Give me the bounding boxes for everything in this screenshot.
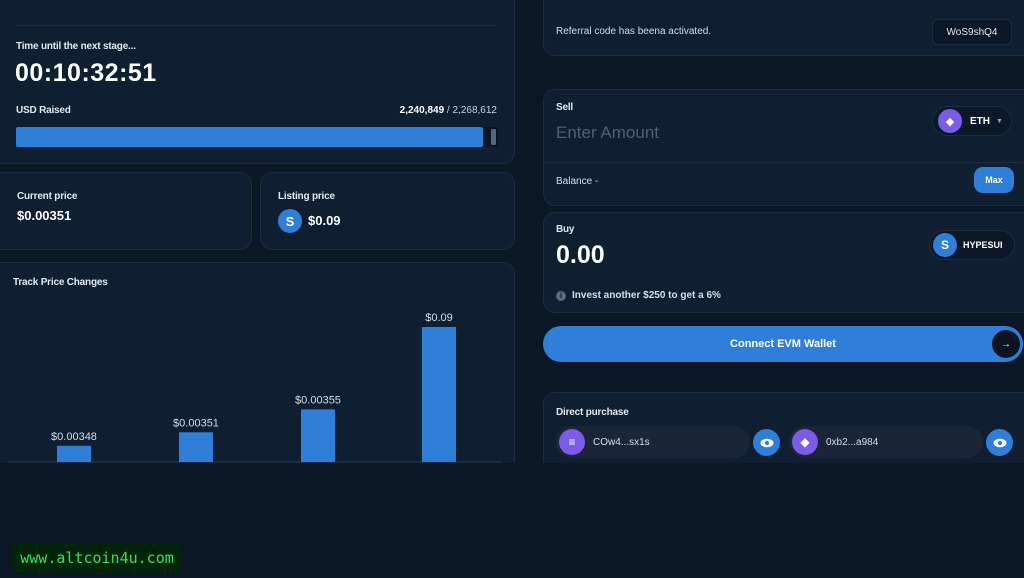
- buy-label: Buy: [556, 224, 575, 235]
- connect-evm-wallet-button[interactable]: Connect EVM Wallet: [543, 326, 1023, 362]
- progress-remaining: [491, 129, 496, 145]
- current-price-value: $0.00351: [17, 208, 72, 223]
- current-price-label: Current price: [17, 191, 78, 202]
- price-chart-card: Track Price Changes $0.00348 $0.00351 $0.0…: [0, 262, 515, 492]
- bar-value-label: $0.00355: [295, 394, 341, 406]
- arrow-right-icon[interactable]: →: [992, 330, 1020, 358]
- sell-token-select[interactable]: ◆ ETH ▼: [932, 106, 1012, 136]
- current-price-card: Current price $0.00351: [0, 172, 252, 250]
- referral-card: Referral code has beena activated. WoS9s…: [543, 0, 1024, 56]
- price-bar-2: [179, 432, 213, 462]
- solana-icon: ≡: [559, 429, 585, 455]
- referral-code[interactable]: WoS9shQ4: [932, 19, 1012, 45]
- chart-title: Track Price Changes: [13, 277, 108, 288]
- divider: [16, 25, 496, 26]
- price-bar-1: [57, 445, 91, 462]
- solana-wallet-address[interactable]: ≡ COw4...sx1s: [556, 426, 750, 458]
- raised-current: 2,240,849: [399, 105, 445, 116]
- sui-token-icon: S: [933, 233, 957, 257]
- view-address-button[interactable]: [986, 429, 1013, 456]
- listing-price-card: Listing price S $0.09: [260, 172, 515, 250]
- referral-status-text: Referral code has beena activated.: [556, 26, 712, 37]
- balance-label: Balance -: [556, 176, 599, 187]
- raise-progress-bar: [16, 127, 498, 147]
- buy-panel: Buy 0.00 S HYPESUI i Invest another $250…: [543, 212, 1024, 313]
- sell-label: Sell: [556, 102, 573, 113]
- chart-bars: $0.00348 $0.00351 $0.00355 $0.09: [51, 312, 456, 462]
- listing-price-value: $0.09: [308, 213, 341, 228]
- price-bar-3: [301, 409, 335, 462]
- invest-bonus-note: i Invest another $250 to get a 6%: [556, 290, 721, 301]
- bar-value-label: $0.09: [425, 312, 453, 324]
- ethereum-wallet-address[interactable]: ◆ 0xb2...a984: [789, 426, 983, 458]
- sui-token-icon: S: [278, 209, 302, 233]
- site-watermark: www.altcoin4u.com: [12, 543, 182, 573]
- eye-icon: [760, 438, 773, 447]
- raised-target: 2,268,612: [452, 105, 498, 116]
- raise-progress-fill: [16, 127, 484, 147]
- divider: [544, 162, 1024, 163]
- sell-panel: Sell ◆ ETH ▼ Balance - Max: [543, 89, 1024, 206]
- ethereum-icon: ◆: [792, 429, 818, 455]
- raised-separator: /: [444, 105, 453, 116]
- bar-value-label: $0.00348: [51, 431, 97, 443]
- sell-amount-input[interactable]: [556, 123, 856, 143]
- eye-icon: [993, 438, 1006, 447]
- invest-bonus-text: Invest another $250 to get a 6%: [572, 290, 721, 301]
- timer-label: Time until the next stage...: [16, 41, 136, 52]
- countdown-timer: 00:10:32:51: [15, 59, 157, 87]
- info-icon: i: [556, 290, 566, 301]
- bar-value-label: $0.00351: [173, 417, 219, 429]
- usd-raised-amount: 2,240,849 / 2,268,612: [400, 105, 497, 116]
- view-address-button[interactable]: [753, 429, 780, 456]
- direct-purchase-label: Direct purchase: [556, 407, 629, 418]
- listing-price-label: Listing price: [278, 191, 335, 202]
- chevron-down-icon: ▼: [996, 117, 1003, 125]
- price-bar-4: [422, 327, 456, 462]
- price-bar-chart: $0.00348 $0.00351 $0.00355 $0.09: [8, 312, 501, 463]
- ethereum-icon: ◆: [938, 109, 962, 133]
- wallet-address-text: 0xb2...a984: [826, 436, 879, 448]
- buy-token-symbol: HYPESUI: [963, 240, 1003, 250]
- buy-amount: 0.00: [556, 241, 605, 269]
- usd-raised-label: USD Raised: [16, 105, 71, 116]
- max-button[interactable]: Max: [974, 167, 1014, 193]
- stage-timer-card: Time until the next stage... 00:10:32:51…: [0, 0, 515, 164]
- wallet-address-text: COw4...sx1s: [593, 436, 650, 448]
- buy-token-select[interactable]: S HYPESUI: [929, 230, 1015, 260]
- sell-token-symbol: ETH: [970, 115, 990, 127]
